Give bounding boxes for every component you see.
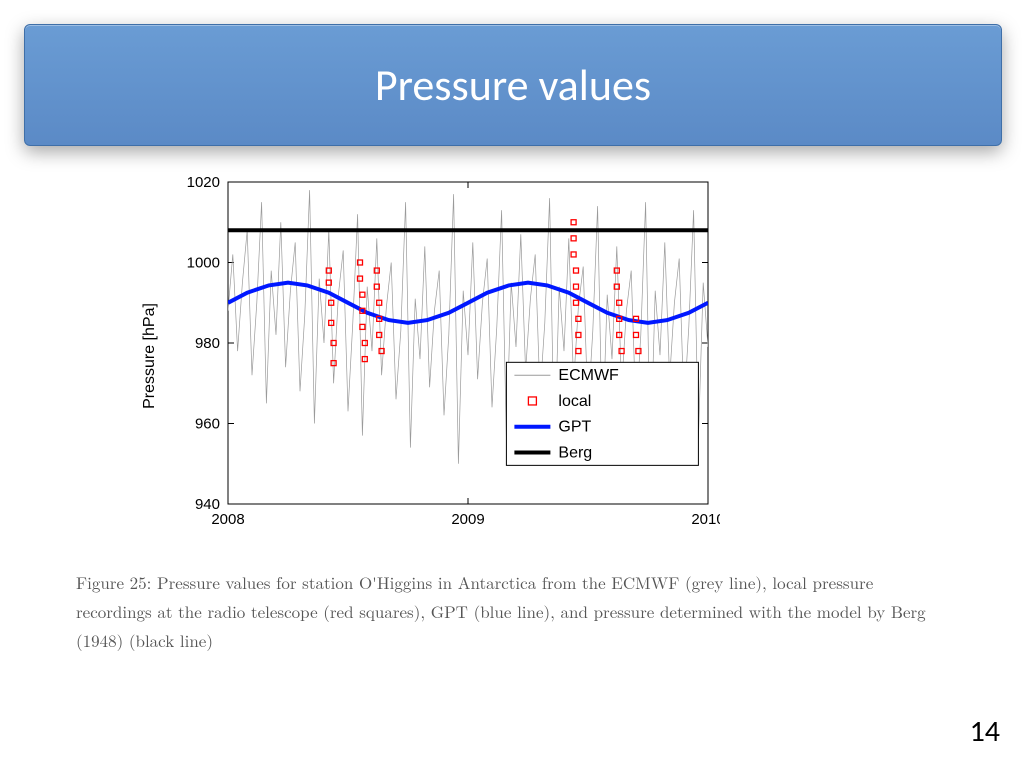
svg-text:2010: 2010 — [691, 511, 720, 528]
chart-svg: 94096098010001020200820092010ECMWFlocalG… — [160, 174, 720, 538]
svg-text:ECMWF: ECMWF — [558, 367, 619, 384]
slide-title-box: Pressure values — [24, 24, 1002, 146]
page-number: 14 — [970, 713, 1000, 750]
svg-text:local: local — [558, 393, 591, 410]
svg-text:1020: 1020 — [187, 174, 220, 191]
pressure-chart: Pressure [hPa] 9409609801000102020082009… — [160, 174, 720, 538]
y-axis-label: Pressure [hPa] — [141, 303, 159, 409]
figure-caption: Figure 25: Pressure values for station O… — [76, 568, 926, 655]
svg-text:980: 980 — [195, 335, 220, 352]
svg-text:2008: 2008 — [211, 511, 244, 528]
svg-text:2009: 2009 — [451, 511, 484, 528]
svg-text:1000: 1000 — [187, 255, 220, 272]
svg-text:Berg: Berg — [558, 444, 592, 461]
svg-text:960: 960 — [195, 416, 220, 433]
svg-text:GPT: GPT — [558, 419, 591, 436]
slide-title: Pressure values — [375, 58, 651, 112]
